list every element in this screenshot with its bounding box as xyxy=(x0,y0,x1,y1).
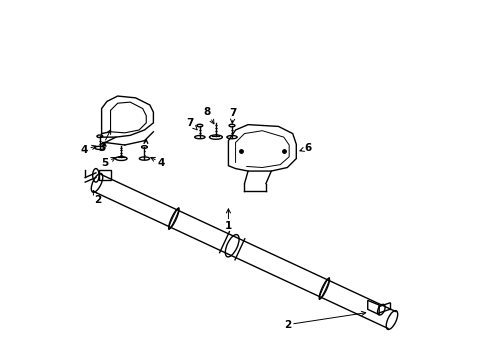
Text: 8: 8 xyxy=(203,107,214,124)
Text: 4: 4 xyxy=(81,145,96,155)
Text: 1: 1 xyxy=(224,209,232,231)
Text: 3: 3 xyxy=(98,130,110,153)
Text: 2: 2 xyxy=(93,190,102,204)
Text: 5: 5 xyxy=(102,158,115,168)
Text: 7: 7 xyxy=(186,118,197,130)
Text: 4: 4 xyxy=(150,157,165,168)
Text: 6: 6 xyxy=(299,143,311,153)
Text: 7: 7 xyxy=(229,108,236,123)
Text: 2: 2 xyxy=(283,311,365,330)
